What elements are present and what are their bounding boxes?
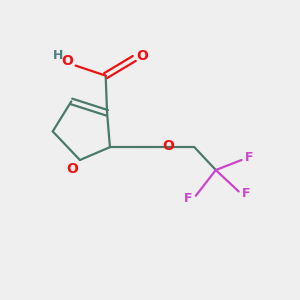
Text: O: O [136,49,148,63]
Text: H: H [53,49,64,62]
Text: F: F [242,187,250,200]
Text: O: O [66,162,78,176]
Text: O: O [62,54,74,68]
Text: O: O [163,139,175,153]
Text: F: F [245,151,253,164]
Text: F: F [184,192,193,205]
